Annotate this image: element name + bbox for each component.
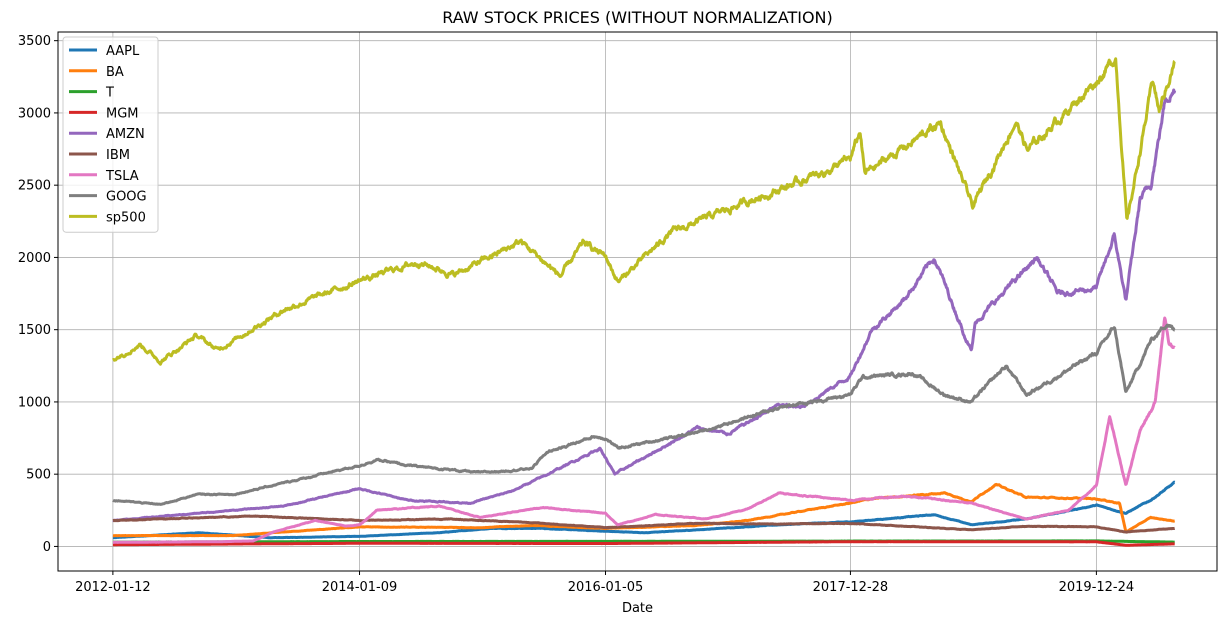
series-line-sp500 [111, 57, 1176, 366]
y-tick-label: 500 [26, 468, 51, 483]
legend-label: sp500 [106, 210, 146, 225]
x-tick-label: 2019-12-24 [1059, 580, 1135, 595]
plot-frame [57, 31, 1218, 572]
legend-label: TSLA [105, 169, 139, 184]
series-line-tsla [111, 316, 1176, 544]
y-tick-label: 1000 [18, 395, 51, 410]
series-lines [111, 57, 1177, 547]
series-line-amzn [111, 88, 1177, 522]
legend-label: BA [106, 65, 124, 80]
x-tick-label: 2016-01-05 [568, 580, 644, 595]
legend-label: AMZN [106, 127, 145, 142]
series-line-aapl [111, 480, 1176, 540]
legend: AAPL BA T MGM AMZN IBM TSLA GOOG sp500 [62, 36, 159, 233]
y-tick-label: 0 [43, 540, 51, 555]
y-tick-label: 2500 [18, 179, 51, 194]
legend-label: AAPL [106, 44, 140, 59]
y-axis-ticks: 0 500 1000 1500 2000 2500 3000 3500 [18, 34, 58, 555]
legend-label: GOOG [106, 190, 147, 205]
series-line-mgm [111, 540, 1176, 547]
legend-label: IBM [106, 148, 130, 163]
y-tick-label: 3500 [18, 34, 51, 49]
x-tick-label: 2017-12-28 [813, 580, 889, 595]
x-tick-label: 2012-01-12 [75, 580, 151, 595]
series-line-ibm [111, 514, 1176, 534]
legend-box [62, 36, 159, 233]
x-axis-ticks: 2012-01-12 2014-01-09 2016-01-05 2017-12-28… [75, 571, 1134, 595]
y-tick-label: 3000 [18, 106, 51, 121]
chart-title: RAW STOCK PRICES (WITHOUT NORMALIZATION) [442, 8, 833, 27]
x-axis-title: Date [622, 601, 653, 616]
y-tick-label: 1500 [18, 323, 51, 338]
legend-label: T [105, 86, 114, 101]
series-line-goog [111, 323, 1176, 506]
legend-label: MGM [106, 106, 139, 121]
x-tick-label: 2014-01-09 [322, 580, 398, 595]
y-tick-label: 2000 [18, 251, 51, 266]
